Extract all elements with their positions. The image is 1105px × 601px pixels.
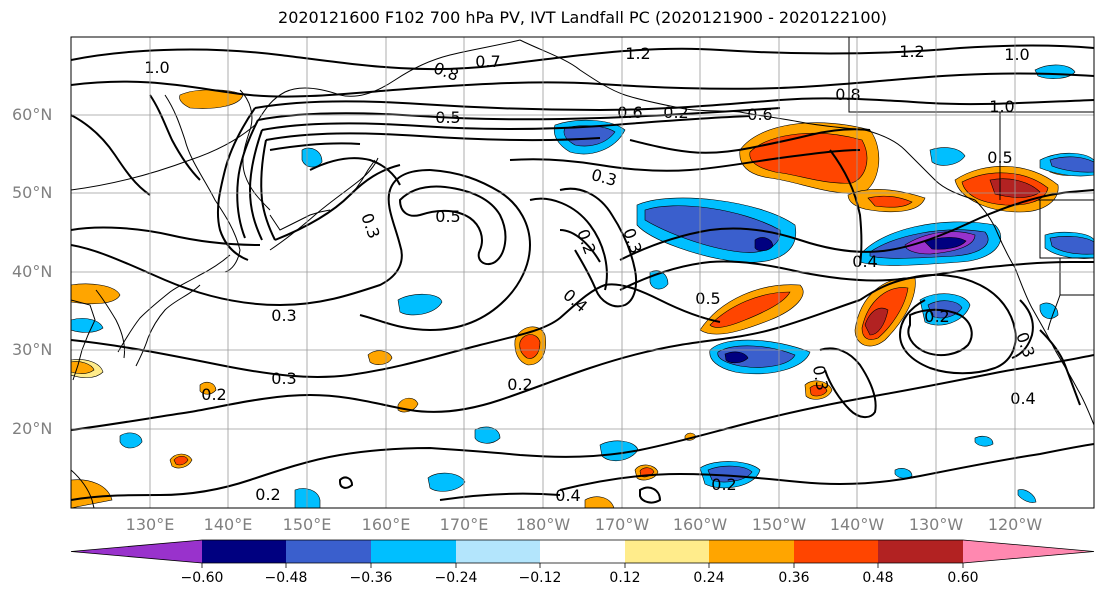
colorbar-segment (71, 540, 202, 563)
colorbar-segment (878, 540, 963, 563)
colorbar-tick-label: −0.36 (349, 570, 393, 586)
map-frame (70, 36, 1095, 509)
lon-label-160w: 160°W (672, 515, 728, 534)
colorbar-tick-label: −0.24 (434, 570, 478, 586)
lon-label-150e: 150°E (282, 515, 332, 534)
contour-label: 0.3 (809, 364, 832, 392)
lat-label-50n: 50°N (12, 183, 53, 202)
lat-label-20n: 20°N (12, 419, 53, 438)
lon-label-130w: 130°W (908, 515, 964, 534)
lon-label-140e: 140°E (203, 515, 253, 534)
contour-label: 0.2 (255, 485, 280, 504)
graticule (71, 37, 1094, 508)
contour-label: 0.4 (1010, 389, 1035, 408)
lon-label-160e: 160°E (361, 515, 411, 534)
contour-label: 0.5 (987, 148, 1012, 167)
colorbar-tick-label: −0.60 (180, 570, 224, 586)
lon-label-170w: 170°W (594, 515, 650, 534)
contour-label: 0.3 (271, 306, 296, 325)
contour-label: 1.2 (899, 42, 924, 61)
contour-label: 1.0 (989, 97, 1014, 116)
colorbar-tick-label: −0.12 (518, 570, 562, 586)
lon-label-150w: 150°W (751, 515, 807, 534)
contour-label: 1.2 (625, 44, 650, 63)
lon-label-180w: 180°W (515, 515, 571, 534)
pc-shading (71, 64, 1094, 508)
colorbar-segment (794, 540, 878, 563)
colorbar-tick-label: 0.12 (609, 570, 641, 586)
pv-contours (71, 44, 1094, 504)
contour-label: 0.6 (617, 103, 642, 122)
colorbar-segment (963, 540, 1094, 563)
lat-label-30n: 30°N (12, 340, 53, 359)
map-plot-area: 1.0 0.7 1.2 1.2 1.00.80.5 0.6 0.2 0.60.81.00.50… (71, 37, 1094, 508)
contour-label: 0.2 (711, 475, 736, 494)
contour-label: 0.7 (475, 52, 500, 71)
lon-label-120w: 120°W (987, 515, 1043, 534)
contour-label: 0.4 (555, 486, 580, 505)
colorbar-segment (286, 540, 371, 563)
colorbar-tick-label: 0.24 (693, 570, 725, 586)
lon-label-140w: 140°W (829, 515, 885, 534)
contour-label: 0.3 (271, 369, 296, 388)
coastlines (71, 37, 1094, 508)
ocean-background (71, 37, 1094, 508)
colorbar-tick-label: −0.48 (264, 570, 308, 586)
contour-label: 0.5 (435, 108, 460, 127)
colorbar-segment (371, 540, 456, 563)
contour-label: 0.2 (663, 103, 688, 122)
contour-label: 1.0 (144, 58, 169, 77)
contour-labels: 1.0 0.7 1.2 1.2 1.00.80.5 0.6 0.2 0.60.81.00.50… (144, 42, 1038, 505)
colorbar-segment (540, 540, 625, 563)
colorbar (70, 539, 1095, 568)
contour-label: 0.2 (507, 375, 532, 394)
contour-label: 0.4 (852, 252, 877, 271)
contour-label: 0.5 (695, 289, 720, 308)
lat-label-40n: 40°N (12, 262, 53, 281)
contour-label: 0.2 (201, 385, 226, 404)
contour-label: 0.8 (835, 85, 860, 104)
contour-label: 1.0 (1004, 45, 1029, 64)
colorbar-segment (625, 540, 709, 563)
contour-label: 0.5 (435, 207, 460, 226)
lon-label-130e: 130°E (125, 515, 175, 534)
lon-label-170e: 170°E (439, 515, 489, 534)
colorbar-tick-label: 0.60 (947, 570, 979, 586)
lat-label-60n: 60°N (12, 105, 53, 124)
colorbar-segment (202, 540, 286, 563)
contour-label: 0.6 (747, 105, 772, 124)
colorbar-segment (709, 540, 794, 563)
map-title: 2020121600 F102 700 hPa PV, IVT Landfall… (278, 8, 887, 27)
colorbar-segment (456, 540, 540, 563)
colorbar-tick-label: 0.36 (778, 570, 810, 586)
colorbar-tick-label: 0.48 (862, 570, 894, 586)
contour-label: 0.2 (924, 307, 949, 326)
